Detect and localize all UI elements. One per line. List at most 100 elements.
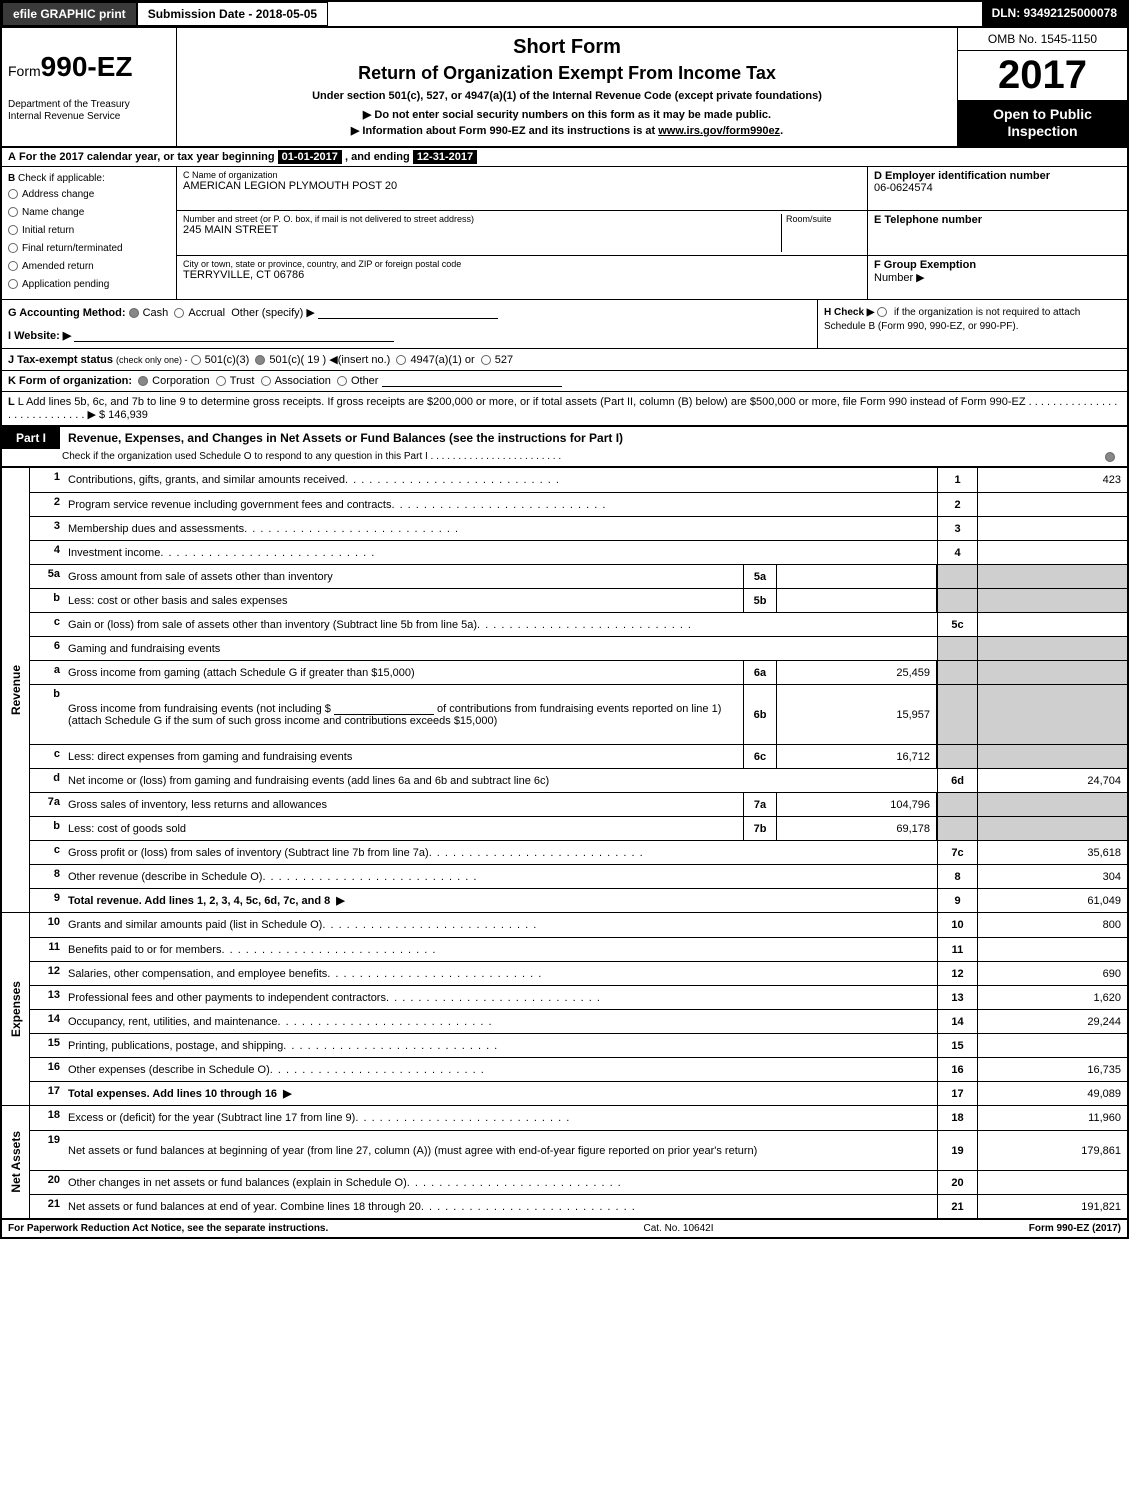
opt-application-pending: Application pending bbox=[22, 279, 109, 290]
line-5c: c Gain or (loss) from sale of assets oth… bbox=[30, 612, 1127, 636]
footer-cat: Cat. No. 10642I bbox=[328, 1223, 1028, 1234]
val-15 bbox=[977, 1034, 1127, 1057]
opt-accrual: Accrual bbox=[188, 307, 225, 319]
label-i: I Website: ▶ bbox=[8, 330, 71, 342]
tax-year: 2017 bbox=[958, 51, 1127, 100]
row-j: J Tax-exempt status (check only one) - 5… bbox=[2, 348, 1127, 370]
line-12: 12 Salaries, other compensation, and emp… bbox=[30, 961, 1127, 985]
dept-line1: Department of the Treasury bbox=[8, 99, 170, 111]
label-city: City or town, state or province, country… bbox=[183, 259, 861, 269]
val-1: 423 bbox=[977, 468, 1127, 492]
checkbox-initial-return[interactable] bbox=[8, 225, 18, 235]
dln-label: DLN: 93492125000078 bbox=[982, 2, 1127, 26]
cell-e: E Telephone number bbox=[868, 211, 1127, 255]
val-5c bbox=[977, 613, 1127, 636]
input-other-method[interactable] bbox=[318, 307, 498, 319]
expenses-block: Expenses 10 Grants and similar amounts p… bbox=[2, 912, 1127, 1105]
line-20: 20 Other changes in net assets or fund b… bbox=[30, 1170, 1127, 1194]
row-l: L L Add lines 5b, 6c, and 7b to line 9 t… bbox=[2, 391, 1127, 425]
period-end: 12-31-2017 bbox=[413, 150, 477, 164]
netassets-block: Net Assets 18 Excess or (deficit) for th… bbox=[2, 1105, 1127, 1218]
radio-501c3[interactable] bbox=[191, 355, 201, 365]
line-21: 21 Net assets or fund balances at end of… bbox=[30, 1194, 1127, 1218]
val-street: 245 MAIN STREET bbox=[183, 224, 781, 236]
label-a: A bbox=[8, 151, 16, 163]
radio-accrual[interactable] bbox=[174, 308, 184, 318]
checkbox-address-change[interactable] bbox=[8, 189, 18, 199]
text-l: L Add lines 5b, 6c, and 7b to line 9 to … bbox=[18, 396, 1026, 408]
val-11 bbox=[977, 938, 1127, 961]
opt-corporation: Corporation bbox=[152, 375, 209, 387]
val-16: 16,735 bbox=[977, 1058, 1127, 1081]
radio-trust[interactable] bbox=[216, 376, 226, 386]
val-3 bbox=[977, 517, 1127, 540]
submission-date-button[interactable]: Submission Date - 2018-05-05 bbox=[137, 2, 328, 26]
val-12: 690 bbox=[977, 962, 1127, 985]
opt-501c3: 501(c)(3) bbox=[205, 354, 250, 366]
input-website[interactable] bbox=[74, 330, 394, 342]
checkbox-amended-return[interactable] bbox=[8, 261, 18, 271]
label-b: B bbox=[8, 173, 15, 184]
form-prefix: Form bbox=[8, 63, 41, 79]
val-7c: 35,618 bbox=[977, 841, 1127, 864]
radio-4947[interactable] bbox=[396, 355, 406, 365]
val-org-name: AMERICAN LEGION PLYMOUTH POST 20 bbox=[183, 180, 861, 192]
val-ein: 06-0624574 bbox=[874, 182, 1121, 194]
val-6b: 15,957 bbox=[777, 685, 937, 744]
val-8: 304 bbox=[977, 865, 1127, 888]
revenue-block: Revenue 1 Contributions, gifts, grants, … bbox=[2, 467, 1127, 912]
radio-cash[interactable] bbox=[129, 308, 139, 318]
opt-501c: 501(c)( 19 ) ◀(insert no.) bbox=[269, 354, 390, 366]
checkbox-final-return[interactable] bbox=[8, 243, 18, 253]
line-6c: c Less: direct expenses from gaming and … bbox=[30, 744, 1127, 768]
radio-corporation[interactable] bbox=[138, 376, 148, 386]
label-f: F Group Exemption bbox=[874, 259, 1121, 271]
label-d: D Employer identification number bbox=[874, 170, 1121, 182]
val-13: 1,620 bbox=[977, 986, 1127, 1009]
line-2: 2 Program service revenue including gove… bbox=[30, 492, 1127, 516]
line-5a: 5a Gross amount from sale of assets othe… bbox=[30, 564, 1127, 588]
form-header: Form990-EZ Department of the Treasury In… bbox=[2, 26, 1127, 146]
input-6b-contrib[interactable] bbox=[334, 703, 434, 715]
period-begin: 01-01-2017 bbox=[278, 150, 342, 164]
input-other-org[interactable] bbox=[382, 375, 562, 387]
instruction-2: ▶ Information about Form 990-EZ and its … bbox=[187, 124, 947, 137]
cell-street: Number and street (or P. O. box, if mail… bbox=[177, 211, 867, 255]
section-bcdef: B Check if applicable: Address change Na… bbox=[2, 166, 1127, 299]
val-6d: 24,704 bbox=[977, 769, 1127, 792]
efile-print-button[interactable]: efile GRAPHIC print bbox=[2, 2, 137, 26]
label-street: Number and street (or P. O. box, if mail… bbox=[183, 214, 781, 224]
check-if-label: Check if applicable: bbox=[18, 173, 105, 184]
radio-association[interactable] bbox=[261, 376, 271, 386]
radio-501c[interactable] bbox=[255, 355, 265, 365]
row-g-h: G Accounting Method: Cash Accrual Other … bbox=[2, 299, 1127, 348]
val-7b: 69,178 bbox=[777, 817, 937, 840]
line-16: 16 Other expenses (describe in Schedule … bbox=[30, 1057, 1127, 1081]
column-b: B Check if applicable: Address change Na… bbox=[2, 167, 177, 299]
checkbox-application-pending[interactable] bbox=[8, 279, 18, 289]
form-container: efile GRAPHIC print Submission Date - 20… bbox=[0, 0, 1129, 1239]
top-bar: efile GRAPHIC print Submission Date - 20… bbox=[2, 2, 1127, 26]
netassets-lines: 18 Excess or (deficit) for the year (Sub… bbox=[30, 1106, 1127, 1218]
footer-left: For Paperwork Reduction Act Notice, see … bbox=[8, 1223, 328, 1234]
irs-link[interactable]: www.irs.gov/form990ez bbox=[658, 125, 780, 137]
side-revenue: Revenue bbox=[2, 468, 30, 912]
opt-association: Association bbox=[275, 375, 331, 387]
instruction-1: ▶ Do not enter social security numbers o… bbox=[187, 108, 947, 121]
opt-initial-return: Initial return bbox=[22, 225, 74, 236]
footer-right: Form 990-EZ (2017) bbox=[1029, 1223, 1121, 1234]
part1-sub: Check if the organization used Schedule … bbox=[2, 449, 1127, 467]
radio-other-org[interactable] bbox=[337, 376, 347, 386]
line-19: 19 Net assets or fund balances at beginn… bbox=[30, 1130, 1127, 1170]
row-a: A For the 2017 calendar year, or tax yea… bbox=[2, 146, 1127, 166]
line-7a: 7a Gross sales of inventory, less return… bbox=[30, 792, 1127, 816]
checkbox-h[interactable] bbox=[877, 307, 887, 317]
val-19: 179,861 bbox=[977, 1131, 1127, 1170]
val-7a: 104,796 bbox=[777, 793, 937, 816]
checkbox-name-change[interactable] bbox=[8, 207, 18, 217]
radio-527[interactable] bbox=[481, 355, 491, 365]
val-5a bbox=[777, 565, 937, 588]
open-line2: Inspection bbox=[964, 123, 1121, 140]
checkbox-schedo-part1[interactable] bbox=[1105, 452, 1115, 462]
val-6c: 16,712 bbox=[777, 745, 937, 768]
